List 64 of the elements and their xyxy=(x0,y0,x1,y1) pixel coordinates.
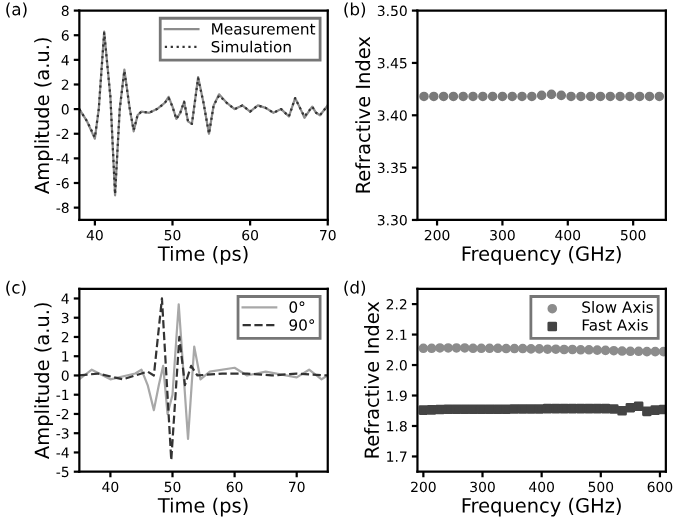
point xyxy=(426,405,437,415)
point xyxy=(609,345,619,356)
x-axis-title: Frequency (GHz) xyxy=(462,245,621,265)
point xyxy=(658,346,666,357)
point xyxy=(625,346,636,357)
point xyxy=(443,343,453,353)
point xyxy=(509,404,520,414)
text: (b) xyxy=(344,2,366,18)
point xyxy=(600,345,611,356)
point xyxy=(468,404,478,415)
point xyxy=(459,343,470,353)
point xyxy=(609,404,619,414)
point xyxy=(542,344,553,354)
point xyxy=(526,344,536,354)
y-axis-title: Amplitude (a.u.) xyxy=(34,38,53,194)
point xyxy=(493,404,503,415)
point xyxy=(509,343,520,354)
line-series xyxy=(79,303,328,441)
point xyxy=(443,404,453,415)
point xyxy=(451,343,462,353)
point xyxy=(592,403,603,414)
point xyxy=(617,346,627,356)
point xyxy=(418,405,429,415)
x-axis-title: Time (ps) xyxy=(157,497,248,517)
y-axis-title: Refractive Index xyxy=(364,301,380,458)
point xyxy=(476,404,487,415)
text: (c) xyxy=(6,280,26,296)
point xyxy=(559,344,569,355)
point xyxy=(642,346,652,357)
point xyxy=(517,404,528,414)
x-axis-title: Frequency (GHz) xyxy=(462,497,621,517)
point xyxy=(551,344,561,354)
point xyxy=(650,405,660,415)
point xyxy=(633,346,644,357)
point xyxy=(493,343,503,354)
x-axis-title: Time (ps) xyxy=(157,245,248,265)
point xyxy=(435,343,445,353)
y-axis-title: Refractive Index xyxy=(355,36,371,193)
point xyxy=(534,404,545,414)
text: (d) xyxy=(344,280,366,296)
point xyxy=(476,343,487,354)
point xyxy=(468,343,478,354)
point xyxy=(567,344,578,355)
point xyxy=(617,405,627,416)
point xyxy=(650,346,660,357)
text: (a) xyxy=(6,2,27,18)
point xyxy=(501,404,511,415)
point xyxy=(592,345,603,355)
point xyxy=(526,404,536,414)
y-axis-title: Amplitude (a.u.) xyxy=(34,303,53,459)
point xyxy=(426,343,437,354)
point xyxy=(559,403,569,414)
point xyxy=(517,343,528,354)
point xyxy=(484,404,495,415)
point xyxy=(459,404,470,415)
point xyxy=(484,343,495,354)
point xyxy=(534,344,545,354)
point xyxy=(584,345,594,355)
point xyxy=(418,343,429,354)
point xyxy=(501,343,511,354)
point xyxy=(575,345,586,355)
point xyxy=(633,401,644,411)
line-series xyxy=(79,297,328,462)
point xyxy=(451,404,462,415)
